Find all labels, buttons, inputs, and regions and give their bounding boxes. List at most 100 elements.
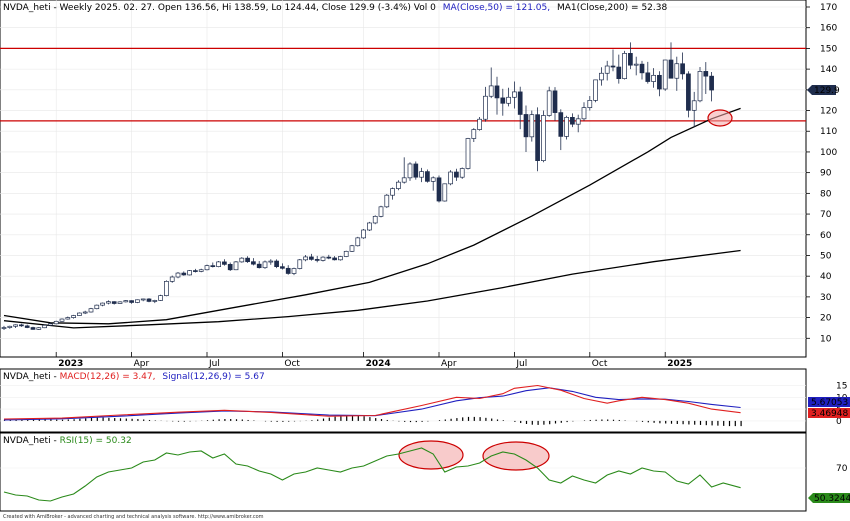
candle-body — [372, 215, 378, 224]
date-tick-label: Jul — [208, 359, 220, 369]
candle-body — [709, 75, 714, 91]
candle-body — [48, 323, 53, 326]
price-tick-label: 170 — [820, 3, 837, 13]
last-price-tag: 129.9 — [807, 85, 840, 96]
date-tick-label: 2023 — [58, 359, 83, 369]
rsi-line — [3, 447, 741, 502]
candle-body — [164, 281, 169, 296]
candle-body — [227, 264, 233, 271]
candle-body — [454, 171, 459, 178]
candle-body — [140, 298, 146, 301]
candle-body — [633, 63, 639, 66]
macd-lines — [3, 384, 741, 421]
candle-body — [169, 276, 175, 282]
candle-body — [175, 272, 181, 278]
ma200-line — [3, 249, 741, 329]
candle-body — [610, 65, 616, 68]
candle-body — [355, 237, 361, 247]
signal-line — [3, 387, 741, 421]
macd-prefix: NVDA_heti - — [3, 372, 60, 382]
candle-body — [135, 299, 140, 303]
date-tick-label: Jul — [515, 359, 527, 369]
candle-body — [419, 171, 424, 178]
candle-body — [251, 261, 256, 265]
price-tick-label: 70 — [820, 210, 832, 220]
candle-body — [222, 261, 227, 265]
candle-body — [390, 188, 395, 196]
candle-body — [111, 301, 117, 304]
candle-body — [158, 295, 163, 301]
candle-body — [657, 74, 662, 90]
candle-body — [459, 168, 465, 178]
candle-body — [506, 96, 511, 104]
candle-body — [599, 72, 604, 81]
rsi-prefix: NVDA_heti - — [3, 436, 60, 446]
candle-body — [123, 300, 129, 303]
ma50-line — [3, 107, 741, 325]
ma200-legend: MA1(Close,200) = 52.38 — [557, 3, 668, 13]
candle-body — [53, 320, 59, 325]
candle-body — [274, 260, 279, 268]
candle-body — [100, 302, 105, 306]
candle-body — [106, 301, 111, 304]
macd-panel-title: NVDA_heti - MACD(12,26) = 3.47, Signal(1… — [3, 372, 265, 382]
candle-body — [332, 257, 337, 261]
candle-body — [558, 112, 564, 137]
rsi-highlight-2 — [482, 441, 550, 471]
candle-body — [152, 300, 158, 302]
candle-body — [546, 90, 552, 116]
date-tick-label: 2024 — [366, 359, 391, 369]
candle-body — [65, 317, 71, 320]
candle-body — [82, 311, 88, 314]
candle-body — [326, 256, 332, 259]
candle-body — [448, 171, 453, 185]
candle-body — [593, 79, 598, 101]
candle-body — [378, 206, 384, 217]
macd-legend: MACD(12,26) = 3.47, — [60, 372, 156, 382]
candle-body — [384, 194, 390, 208]
price-tick-label: 110 — [820, 127, 837, 137]
date-tick-label: Oct — [284, 359, 300, 369]
candle-body — [639, 63, 645, 74]
price-tick-label: 50 — [820, 251, 832, 261]
candle-body — [280, 266, 285, 269]
rsi-last-label: 50.3244 — [814, 494, 850, 504]
date-x-axis: 2023 Apr Jul Oct 2024 Apr Jul Oct 2025 — [55, 0, 692, 369]
price-y-axis: 1020304050607080901001101201301401501601… — [806, 3, 837, 344]
candle-body — [117, 301, 123, 304]
candle-body — [471, 129, 477, 139]
candle-body — [668, 59, 674, 79]
price-tick-label: 100 — [820, 148, 837, 158]
candle-body — [204, 265, 210, 271]
candle-body — [401, 177, 407, 183]
candle-body — [7, 325, 13, 328]
candle-body — [622, 53, 627, 79]
rsi-tag: 50.3244 — [808, 493, 850, 504]
candle-body — [367, 222, 372, 231]
candle-body — [320, 256, 326, 261]
candle-body — [680, 63, 685, 75]
date-tick-label: Apr — [441, 359, 457, 369]
candle-body — [651, 74, 656, 82]
candle-body — [361, 229, 366, 239]
candle-body — [309, 256, 314, 260]
candle-body — [59, 318, 65, 322]
candle-body — [256, 263, 262, 269]
candle-body — [245, 257, 250, 263]
candle-body — [343, 250, 349, 257]
signal-legend: Signal(12,26,9) = 5.67 — [162, 372, 264, 382]
candle-body — [181, 272, 187, 276]
candle-body — [13, 324, 18, 327]
candle-body — [529, 114, 535, 138]
candle-body — [575, 118, 581, 125]
candle-body — [564, 117, 569, 137]
signal-tag: 3.46948 — [808, 408, 850, 419]
candle-body — [686, 73, 691, 111]
candle-body — [535, 114, 540, 161]
price-tick-label: 20 — [820, 314, 832, 324]
candle-body — [187, 270, 192, 276]
candle-body — [19, 324, 24, 327]
candle-body — [494, 85, 500, 99]
candle-body — [285, 267, 291, 274]
candlesticks — [1, 42, 714, 331]
